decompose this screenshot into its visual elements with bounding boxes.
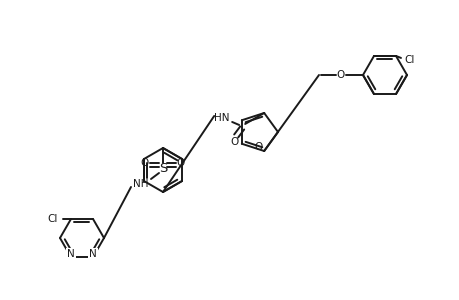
Text: S: S [158, 161, 167, 175]
Text: O: O [336, 70, 344, 80]
Text: HN: HN [214, 113, 230, 123]
Text: N: N [89, 249, 97, 259]
Text: O: O [254, 142, 263, 152]
Text: Cl: Cl [404, 55, 414, 65]
Text: O: O [177, 158, 185, 168]
Text: NH: NH [133, 179, 148, 189]
Text: N: N [67, 249, 75, 259]
Text: O: O [140, 158, 149, 168]
Text: Cl: Cl [48, 214, 58, 224]
Text: O: O [230, 137, 238, 147]
